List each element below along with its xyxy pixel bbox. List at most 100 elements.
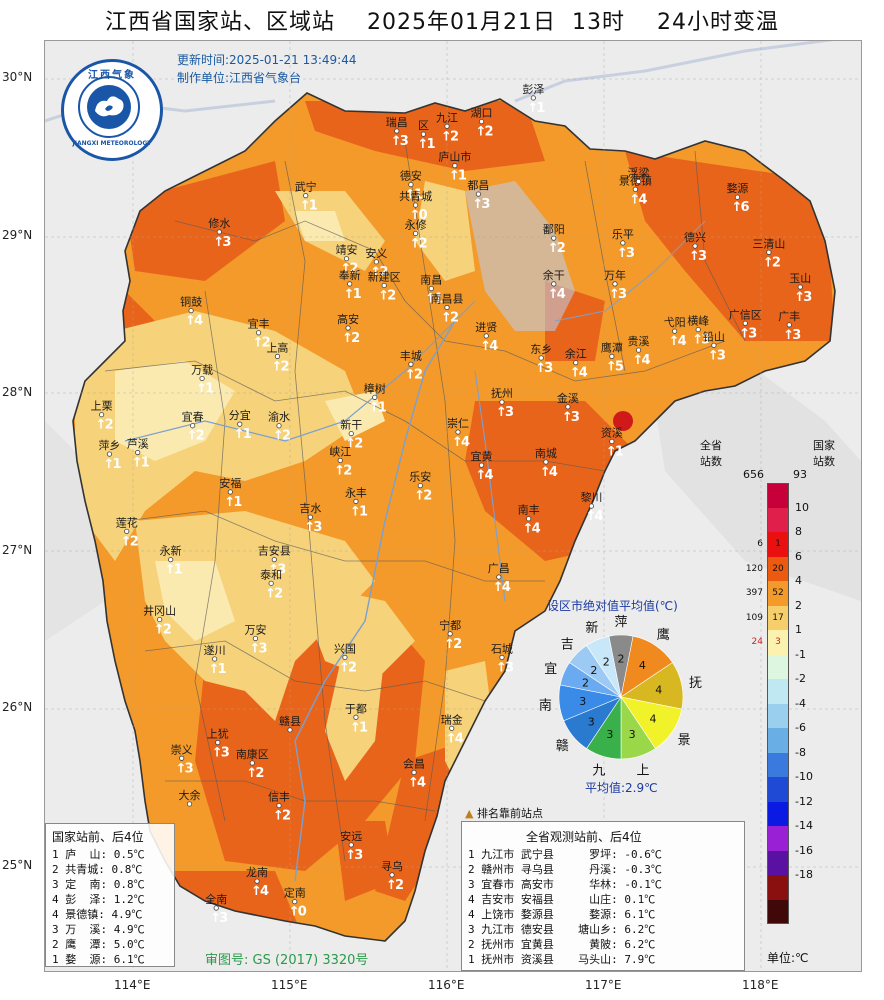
station-marker[interactable]: 芦溪 ↑1 [127, 438, 150, 471]
station-marker[interactable]: 奉新 ↑1 [339, 268, 362, 302]
station-marker[interactable]: 分宜 ↑1 [229, 408, 252, 442]
station-marker[interactable]: 贵溪 ↑4 [628, 335, 651, 368]
pie-slice-label: 上 [637, 764, 650, 779]
station-marker[interactable]: 资溪 ↑1 [601, 426, 624, 459]
station-marker[interactable]: 余干 ↑4 [543, 268, 566, 302]
station-marker[interactable]: 黎川 ↑4 [580, 490, 603, 524]
station-marker[interactable]: 萍乡 ↑1 [98, 439, 121, 472]
station-value: 4 [502, 580, 511, 595]
station-marker[interactable]: 宁都 ↑2 [439, 618, 462, 652]
station-marker[interactable]: 定南 ↑0 [284, 886, 307, 920]
station-marker[interactable]: 德安 ↑1 [400, 169, 423, 203]
station-marker[interactable]: 瑞金 ↑4 [441, 712, 464, 746]
station-marker[interactable]: 万载 ↑1 [191, 363, 214, 396]
station-marker[interactable]: 安远 ↑3 [340, 829, 363, 863]
station-marker[interactable]: 德兴 ↑3 [684, 230, 707, 264]
station-marker[interactable]: 石城 ↑3 [491, 642, 514, 675]
station-marker[interactable]: 莲花 ↑2 [116, 516, 139, 549]
station-marker[interactable]: 会昌 ↑4 [403, 757, 426, 790]
station-marker[interactable]: 崇义 ↑3 [171, 743, 194, 776]
station-marker[interactable]: 余江 ↑4 [565, 347, 588, 381]
station-marker[interactable]: 新建区 ↑2 [368, 269, 401, 303]
station-marker[interactable]: 吉水 ↑3 [299, 502, 322, 535]
station-marker[interactable]: 上栗 ↑2 [91, 400, 114, 433]
station-marker[interactable]: 横峰 ↑3 [687, 314, 710, 348]
station-marker[interactable]: 寻乌 ↑2 [381, 859, 404, 893]
station-marker[interactable]: 湖口 ↑2 [471, 107, 494, 140]
station-marker[interactable]: 都昌 ↑3 [467, 179, 490, 212]
station-marker[interactable]: 广信区 ↑3 [729, 308, 762, 341]
station-marker[interactable]: 南城 ↑4 [535, 447, 558, 480]
station-marker[interactable]: 安义 ↑2 [365, 246, 388, 280]
station-marker[interactable]: 赣县 [279, 714, 301, 733]
station-marker[interactable]: 崇仁 ↑4 [447, 417, 470, 450]
station-marker[interactable]: 兴国 ↑2 [334, 642, 357, 675]
station-marker[interactable]: 安福 ↑1 [219, 476, 242, 510]
station-marker[interactable]: 永修 ↑2 [405, 217, 428, 251]
station-marker[interactable]: 全南 ↑3 [205, 892, 228, 926]
station-marker[interactable]: 樟树 ↑1 [364, 381, 387, 415]
triangle-icon: ▲ [465, 807, 474, 820]
station-marker[interactable]: 南昌 ↑1 [420, 274, 443, 307]
station-marker[interactable]: 进贤 ↑4 [475, 321, 498, 354]
station-marker[interactable]: 共青城↑0 [399, 190, 432, 223]
station-marker[interactable]: 井冈山 ↑2 [143, 604, 176, 638]
station-marker[interactable]: 瑞昌 ↑3 [386, 115, 409, 149]
station-marker[interactable]: 铜鼓 ↑4 [180, 295, 203, 329]
station-marker[interactable]: 广丰 ↑3 [778, 310, 801, 343]
station-marker[interactable]: 武宁 ↑1 [295, 180, 318, 214]
station-marker[interactable]: 万年 ↑3 [604, 268, 627, 302]
station-marker[interactable]: 三清山 ↑2 [752, 237, 785, 270]
station-marker[interactable]: 乐平 ↑3 [612, 228, 635, 261]
station-marker[interactable]: 鹰潭 ↑5 [601, 340, 624, 374]
station-marker[interactable]: 于都 ↑1 [345, 702, 368, 735]
station-marker[interactable]: 东乡 ↑3 [530, 343, 553, 376]
station-marker[interactable]: 上高 ↑2 [266, 340, 289, 374]
station-marker[interactable]: 万安 ↑3 [244, 622, 267, 656]
station-marker[interactable]: 南丰 ↑4 [518, 504, 541, 537]
station-marker[interactable]: 上犹 ↑3 [207, 727, 230, 760]
station-marker[interactable]: 铅山 ↑3 [703, 329, 726, 363]
station-marker[interactable]: 彭泽 ↑1 [522, 82, 545, 116]
station-marker[interactable]: 大余 [179, 788, 201, 807]
station-marker[interactable]: 九江 ↑2 [436, 111, 459, 144]
station-marker[interactable]: 广昌 ↑4 [488, 562, 511, 595]
station-marker[interactable]: 信丰 ↑2 [268, 791, 291, 824]
pie-slice-value: 2 [603, 655, 610, 668]
station-marker[interactable]: 丰城 ↑2 [400, 349, 423, 382]
station-marker[interactable]: 南昌县 ↑2 [431, 293, 464, 326]
station-marker[interactable]: 渝水 ↑2 [268, 410, 291, 444]
station-marker[interactable]: 吉安县 ↑3 [258, 544, 291, 578]
station-marker[interactable]: 靖安 ↑2 [336, 243, 359, 277]
station-marker[interactable]: 景德镇 ↑4 [619, 173, 652, 207]
station-marker[interactable]: 永丰 ↑1 [345, 485, 368, 519]
station-marker[interactable]: 鄱阳 ↑2 [543, 223, 566, 256]
station-marker[interactable]: 乐安 ↑2 [409, 470, 432, 504]
station-dot [573, 360, 579, 366]
station-marker[interactable]: 区 ↑1 [417, 119, 435, 152]
station-marker[interactable]: 南康区 ↑2 [236, 747, 269, 781]
station-marker[interactable]: 龙南 ↑4 [246, 866, 269, 899]
station-marker[interactable]: 玉山 ↑3 [789, 272, 812, 305]
station-marker[interactable]: 庐山市 ↑1 [438, 150, 471, 184]
station-marker[interactable]: 抚州 ↑3 [491, 386, 514, 420]
station-marker[interactable]: 遂川 ↑1 [204, 643, 227, 677]
station-marker[interactable]: 新干 ↑2 [340, 418, 363, 452]
national-legend-row: 3 万 溪: 4.9℃ [52, 923, 145, 936]
station-marker[interactable]: 浮梁 [628, 165, 650, 185]
station-marker[interactable]: 宜丰 ↑2 [248, 317, 271, 351]
station-marker[interactable]: 泰和 ↑2 [260, 567, 283, 601]
station-marker[interactable]: 宜黄 ↑4 [471, 449, 494, 483]
station-value: 2 [282, 809, 291, 824]
station-marker[interactable]: 宜春 ↑2 [182, 410, 205, 444]
longitude-label: 114°E [114, 978, 151, 992]
station-marker[interactable]: 永新 ↑1 [160, 544, 183, 578]
station-marker[interactable]: 金溪 ↑3 [557, 391, 580, 425]
station-marker[interactable]: 高安 ↑2 [337, 312, 360, 346]
pie-slice-value: 2 [582, 676, 589, 689]
station-marker[interactable]: 峡江 ↑2 [329, 444, 352, 478]
station-marker[interactable]: 弋阳 ↑4 [664, 316, 687, 349]
station-marker[interactable]: 婺源 ↑6 [726, 181, 749, 215]
station-marker[interactable]: 修水 ↑3 [208, 216, 231, 250]
